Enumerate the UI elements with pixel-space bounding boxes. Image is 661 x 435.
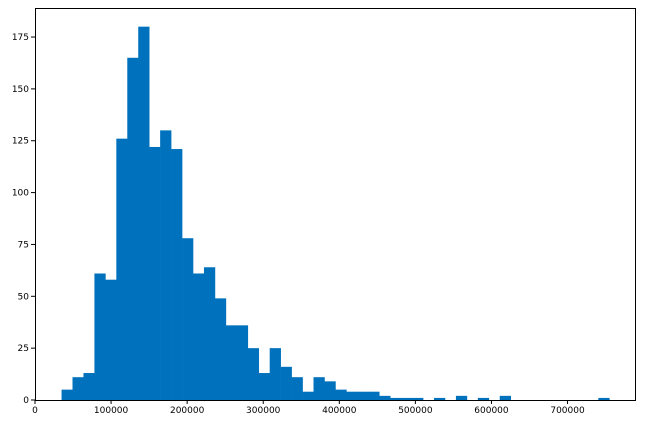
histogram-bar [598, 397, 610, 400]
y-tick-label: 75 [18, 240, 29, 250]
y-tick-label: 175 [12, 33, 29, 43]
histogram-bar [193, 273, 205, 400]
histogram-bar [335, 389, 347, 400]
histogram-bar [313, 377, 325, 400]
y-tick-label: 25 [18, 344, 29, 354]
histogram-bar [477, 397, 490, 400]
x-tick-label: 600000 [474, 406, 509, 416]
x-tick-label: 100000 [94, 406, 129, 416]
y-tick-label: 0 [23, 396, 29, 406]
histogram-bar [434, 397, 446, 400]
histogram-bar [105, 279, 117, 400]
y-axis: 0 25 50 75 100 125 150 175 [12, 33, 35, 406]
histogram-bar [116, 138, 128, 400]
histogram-bar [127, 57, 139, 401]
histogram-bar [280, 366, 292, 400]
histogram-bar [83, 373, 95, 400]
histogram-bar [357, 391, 369, 400]
x-tick-label: 300000 [246, 406, 281, 416]
histogram-bar [214, 298, 227, 400]
histogram-bar [346, 391, 358, 400]
histogram-bar [149, 146, 161, 400]
histogram-bar [138, 26, 150, 401]
x-tick-label: 200000 [170, 406, 205, 416]
histogram-bar [247, 348, 260, 400]
histogram-bar [302, 391, 314, 400]
y-tick-label: 150 [12, 85, 29, 95]
x-tick-label: 700000 [550, 406, 585, 416]
histogram-bar [94, 273, 106, 400]
histogram-bar [455, 395, 468, 400]
x-axis: 0 100000 200000 300000 400000 500000 600000 700… [32, 400, 585, 416]
histogram-bar [412, 397, 424, 400]
histogram-bar [324, 381, 336, 400]
histogram-bar [171, 149, 183, 400]
histogram-bar [61, 389, 73, 400]
x-tick-label: 400000 [322, 406, 357, 416]
histogram-bar [291, 377, 303, 400]
plot-frame [35, 8, 636, 401]
bars-group [61, 26, 610, 401]
histogram-bar [368, 391, 380, 400]
x-tick-label: 500000 [398, 406, 433, 416]
histogram-bar [499, 395, 512, 400]
histogram-bar [72, 377, 84, 400]
histogram-bar [401, 397, 413, 400]
histogram-bar [182, 238, 194, 400]
x-tick-label: 0 [32, 406, 38, 416]
histogram-bar [269, 348, 281, 400]
histogram-bar [236, 325, 249, 400]
histogram-bar [160, 130, 172, 401]
y-tick-label: 125 [12, 137, 29, 147]
histogram-bar [203, 267, 216, 400]
histogram-bar [258, 373, 270, 400]
y-tick-label: 100 [12, 189, 29, 199]
histogram-bar [225, 325, 238, 400]
y-tick-label: 50 [18, 292, 30, 302]
histogram-bar [379, 395, 391, 400]
histogram-bar [390, 397, 402, 400]
